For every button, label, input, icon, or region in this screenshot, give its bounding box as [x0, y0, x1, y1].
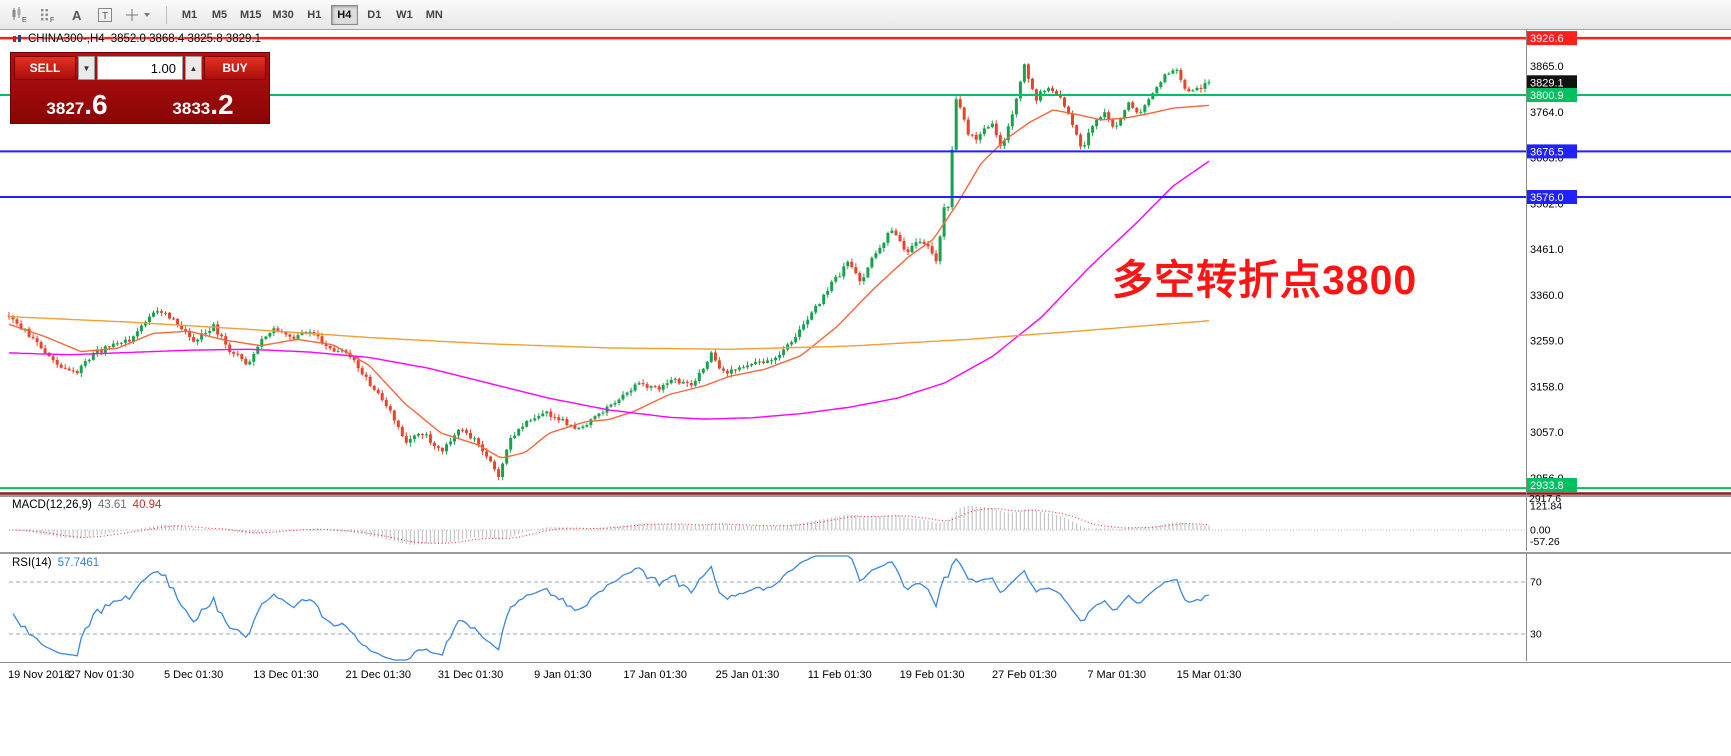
date-label: 25 Jan 01:30	[715, 669, 780, 681]
date-label: 17 Jan 01:30	[623, 669, 687, 681]
svg-text:3360.0: 3360.0	[1530, 290, 1564, 302]
rsi-label: RSI(14) 57.7461	[12, 557, 99, 569]
grid-button[interactable]: F	[34, 4, 61, 26]
volume-input[interactable]	[97, 56, 183, 80]
text-box-icon: T	[97, 7, 112, 22]
svg-text:3259.0: 3259.0	[1530, 336, 1564, 348]
svg-text:0.00: 0.00	[1530, 525, 1551, 537]
svg-text:3926.6: 3926.6	[1530, 33, 1564, 45]
timeframe-m1[interactable]: M1	[176, 5, 203, 25]
macd-name: MACD(12,26,9)	[12, 499, 92, 511]
crosshair-icon	[126, 8, 150, 21]
svg-text:70: 70	[1530, 577, 1542, 589]
svg-text:F: F	[50, 17, 54, 23]
chart-symbol-label: CHINA300-,H4 3852.0 3868.4 3825.8 3829.1	[12, 33, 261, 45]
sell-button[interactable]: SELL	[14, 56, 76, 80]
bid-price: 3827.6	[14, 82, 140, 120]
candlestick-chart-button[interactable]: E	[5, 4, 32, 26]
mini-candle-icon	[13, 35, 21, 42]
timeframe-h1[interactable]: H1	[301, 5, 328, 25]
ask-big-digit: .2	[210, 89, 234, 120]
bid-main-digits: 3827	[46, 99, 85, 118]
grid-icon: F	[40, 8, 54, 23]
bid-big-digit: .6	[84, 89, 108, 120]
timeframe-m5[interactable]: M5	[206, 5, 233, 25]
rsi-value: 57.7461	[57, 557, 100, 569]
macd-label: MACD(12,26,9) 43.61 40.94	[12, 499, 161, 511]
svg-text:T: T	[102, 11, 108, 22]
timeframe-group: M1 M5 M15 M30 H1 H4 D1 W1 MN	[176, 4, 448, 25]
macd-pane[interactable]: 121.84 0.00-57.26	[0, 497, 1731, 551]
letter-a-icon: A	[72, 8, 82, 23]
chevron-down-icon	[144, 12, 150, 17]
svg-text:3800.9: 3800.9	[1530, 90, 1564, 102]
svg-text:2933.8: 2933.8	[1530, 480, 1564, 492]
candlestick-chart-icon: E	[12, 6, 27, 23]
timeframe-m30[interactable]: M30	[268, 5, 297, 25]
svg-text:E: E	[22, 17, 27, 23]
date-label: 13 Dec 01:30	[253, 669, 319, 681]
date-label: 21 Dec 01:30	[345, 669, 411, 681]
date-label: 27 Feb 01:30	[991, 669, 1057, 681]
trade-prices-row: 3827.6 3833.2	[14, 82, 266, 120]
volume-increase-button[interactable]: ▲	[185, 56, 202, 80]
chart-annotation: 多空转折点3800	[1112, 257, 1418, 303]
timeframe-h4[interactable]: H4	[330, 4, 358, 25]
date-label: 5 Dec 01:30	[163, 669, 224, 681]
date-label: 9 Jan 01:30	[534, 669, 592, 681]
toolbar: E F A T	[0, 0, 1731, 30]
trade-controls-row: SELL ▼ ▲ BUY	[14, 56, 266, 80]
time-axis[interactable]: 19 Nov 2018 27 Nov 01:30 5 Dec 01:30 13 Dec…	[0, 662, 1731, 691]
toolbar-separator	[166, 5, 167, 24]
svg-text:3676.5: 3676.5	[1530, 146, 1564, 158]
timeframe-mn[interactable]: MN	[421, 5, 448, 25]
price-label-2917: 2917.6	[1529, 493, 1562, 505]
crosshair-tool-button[interactable]	[121, 4, 157, 26]
svg-text:3576.0: 3576.0	[1530, 192, 1564, 204]
one-click-trade-panel: SELL ▼ ▲ BUY 3827.6 3833.2	[10, 52, 270, 124]
date-label: 19 Feb 01:30	[899, 669, 965, 681]
svg-text:-57.26: -57.26	[1530, 536, 1560, 548]
font-button[interactable]: A	[63, 4, 90, 26]
ask-price: 3833.2	[140, 82, 266, 120]
svg-text:3057.0: 3057.0	[1530, 427, 1564, 439]
svg-text:3764.0: 3764.0	[1530, 107, 1564, 119]
macd-signal-value: 40.94	[132, 499, 162, 511]
ask-main-digits: 3833	[172, 99, 211, 118]
timeframe-m15[interactable]: M15	[236, 5, 265, 25]
svg-text:3461.0: 3461.0	[1530, 244, 1564, 256]
macd-main-value: 43.61	[97, 499, 127, 511]
date-label: 11 Feb 01:30	[807, 669, 872, 681]
date-label: 31 Dec 01:30	[437, 669, 504, 681]
date-label: 19 Nov 2018	[8, 669, 71, 681]
svg-text:30: 30	[1530, 629, 1542, 641]
price-chart[interactable]: 3865.03764.03663.03562.03461.03360.03259…	[0, 30, 1731, 495]
pane-divider[interactable]	[0, 495, 1731, 497]
timeframe-w1[interactable]: W1	[391, 5, 418, 25]
date-label: 27 Nov 01:30	[68, 669, 135, 681]
svg-text:3829.1: 3829.1	[1530, 77, 1564, 89]
empty-area	[0, 690, 1731, 756]
rsi-pane[interactable]: 70 30	[0, 554, 1731, 661]
text-label-button[interactable]: T	[92, 4, 119, 26]
svg-text:3865.0: 3865.0	[1530, 61, 1564, 73]
pane-divider[interactable]	[0, 551, 1731, 554]
svg-text:121.84: 121.84	[1530, 501, 1562, 513]
volume-decrease-button[interactable]: ▼	[78, 56, 95, 80]
svg-text:3158.0: 3158.0	[1530, 381, 1564, 393]
ohlc-values: 3852.0 3868.4 3825.8 3829.1	[110, 33, 261, 45]
buy-button[interactable]: BUY	[204, 56, 266, 80]
date-label: 7 Mar 01:30	[1087, 669, 1147, 681]
timeframe-d1[interactable]: D1	[361, 5, 388, 25]
date-label: 15 Mar 01:30	[1176, 669, 1242, 681]
symbol-name: CHINA300-,H4	[28, 33, 105, 45]
rsi-name: RSI(14)	[12, 557, 52, 569]
svg-text:A: A	[72, 8, 82, 23]
